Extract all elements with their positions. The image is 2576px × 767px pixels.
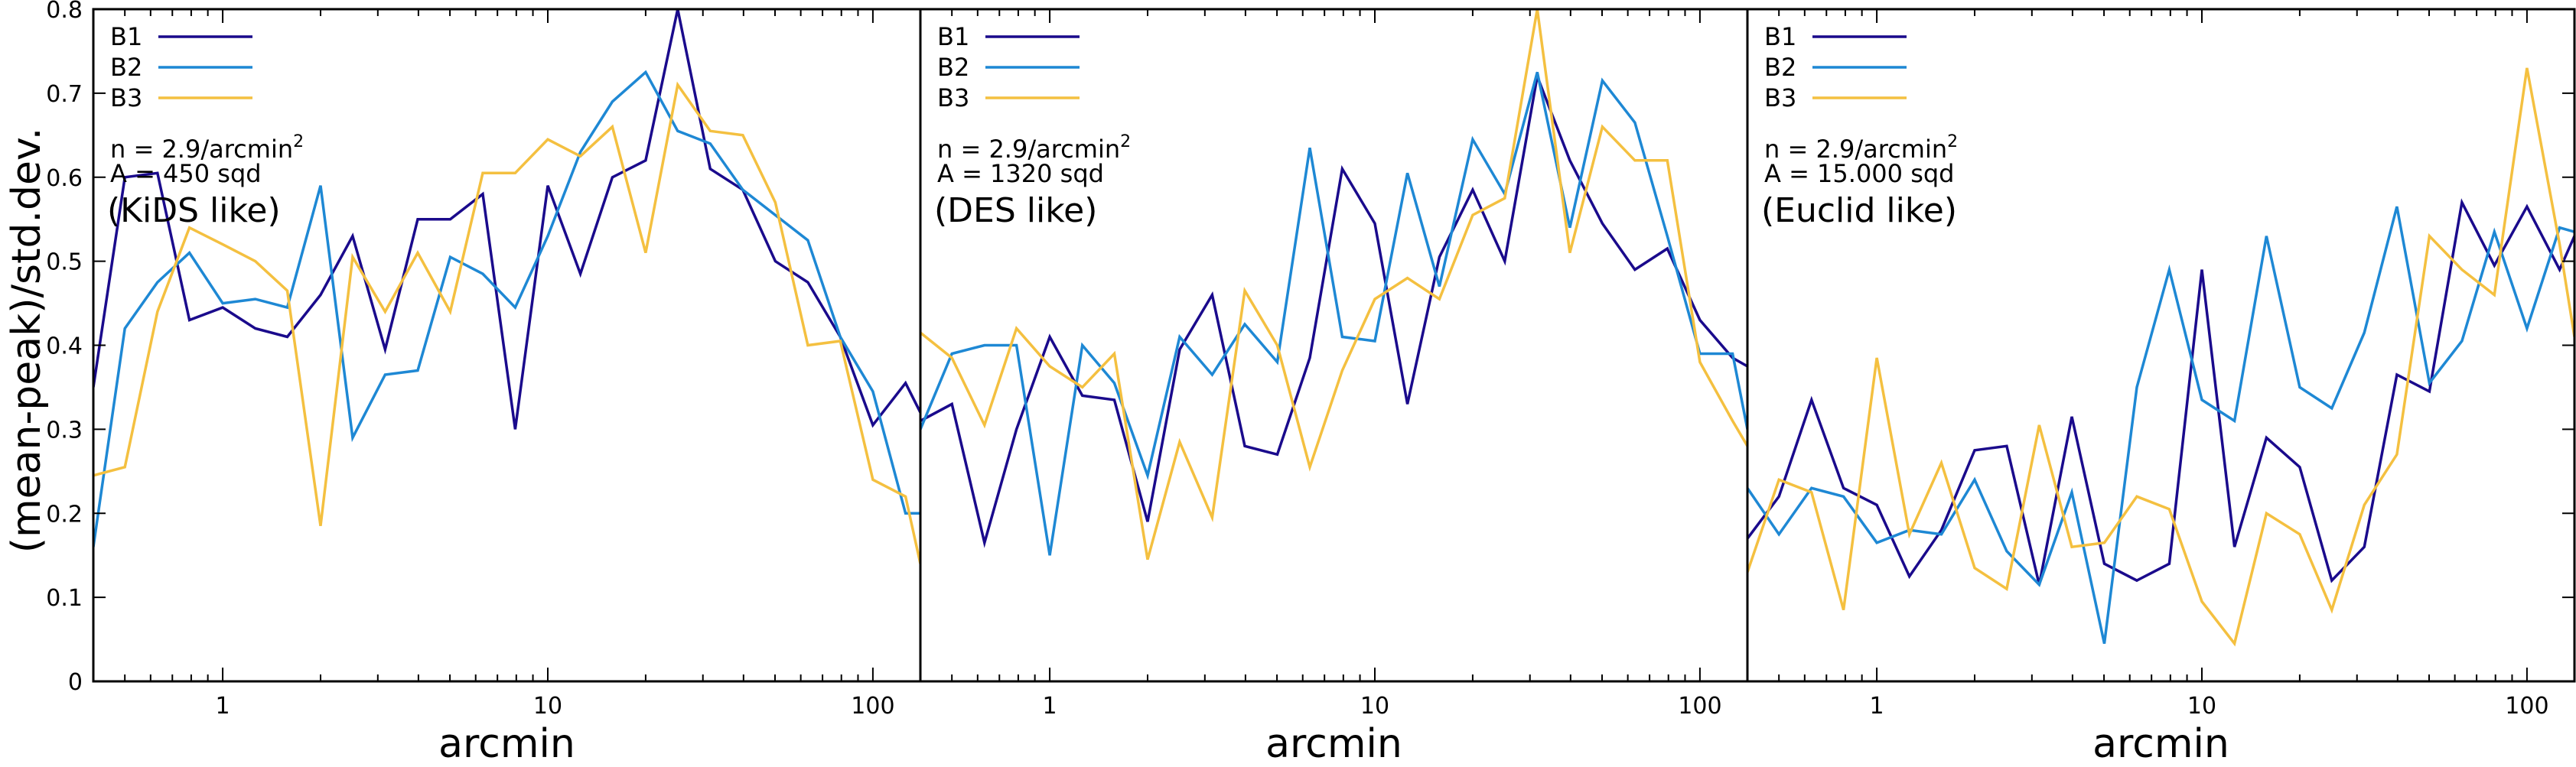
series-line-b3 — [1747, 67, 2574, 647]
y-tick-label: 0.2 — [46, 501, 83, 528]
y-tick-label: 0.1 — [46, 585, 83, 612]
x-axis-title: arcmin — [1265, 721, 1402, 767]
legend-label-b3: B3 — [110, 83, 142, 112]
annotation-area: A = 1320 sqd — [937, 159, 1104, 188]
plot-frame — [92, 8, 922, 683]
plot-frame — [919, 8, 1749, 683]
annotation-density-sup: 2 — [1947, 132, 1958, 151]
y-tick-label: 0.6 — [46, 165, 83, 192]
series-group — [920, 9, 1747, 561]
y-tick-label: 0.8 — [46, 0, 83, 24]
y-tick-label: 0.5 — [46, 249, 83, 276]
legend-label-b1: B1 — [1764, 22, 1796, 51]
x-axis-title: arcmin — [2092, 721, 2229, 767]
x-tick-label: 10 — [1360, 693, 1389, 720]
series-line-b1 — [1747, 198, 2574, 585]
legend-label-b2: B2 — [937, 53, 969, 82]
y-tick-label: 0.3 — [46, 417, 83, 444]
series-line-b1 — [93, 9, 920, 430]
annotation-density-text: n = 2.9/arcmin — [110, 135, 293, 164]
legend-label-b3: B3 — [1764, 83, 1796, 112]
annotation-density-text: n = 2.9/arcmin — [937, 135, 1120, 164]
annotation-density: n = 2.9/arcmin2 — [937, 132, 1131, 164]
annotation-survey-label: (DES like) — [934, 191, 1097, 230]
annotation-density-sup: 2 — [1120, 132, 1131, 151]
annotation-density: n = 2.9/arcmin2 — [1764, 132, 1958, 164]
annotation-area: A = 15.000 sqd — [1764, 159, 1954, 188]
y-tick-label: 0.4 — [46, 333, 83, 360]
annotation-survey-label: (KiDS like) — [107, 191, 281, 230]
x-tick-label: 1 — [1870, 693, 1884, 720]
series-line-b3 — [93, 81, 920, 564]
series-group — [1747, 67, 2574, 647]
annotation-survey-label: (Euclid like) — [1761, 191, 1957, 230]
legend-label-b2: B2 — [1764, 53, 1796, 82]
annotation-area: A = 450 sqd — [110, 159, 262, 188]
x-axis-title: arcmin — [438, 721, 575, 767]
series-line-b2 — [1747, 206, 2574, 644]
legend-label-b2: B2 — [110, 53, 142, 82]
x-tick-label: 1 — [216, 693, 230, 720]
legend-label-b1: B1 — [110, 22, 142, 51]
x-tick-label: 100 — [851, 693, 894, 720]
annotation-density-sup: 2 — [293, 132, 304, 151]
legend-label-b3: B3 — [937, 83, 969, 112]
series-line-b3 — [920, 9, 1747, 561]
legend-label-b1: B1 — [937, 22, 969, 51]
y-axis-title: (mean-peak)/std.dev. — [4, 128, 50, 554]
x-tick-label: 10 — [533, 693, 562, 720]
y-tick-label: 0.7 — [46, 81, 83, 108]
series-line-b2 — [93, 70, 920, 548]
annotation-density: n = 2.9/arcmin2 — [110, 132, 304, 164]
plot-frame — [1746, 8, 2576, 683]
panel-1: 1 10 100arcmin00.10.20.30.40.50.60.70.8B1B… — [46, 0, 922, 767]
x-tick-label: 1 — [1043, 693, 1057, 720]
series-group — [93, 9, 920, 564]
annotation-density-text: n = 2.9/arcmin — [1764, 135, 1947, 164]
x-tick-label: 100 — [2505, 693, 2548, 720]
x-tick-label: 10 — [2187, 693, 2216, 720]
x-tick-label: 100 — [1678, 693, 1721, 720]
y-tick-label: 0 — [68, 669, 83, 696]
series-line-b2 — [920, 71, 1747, 556]
series-line-b1 — [920, 71, 1747, 548]
